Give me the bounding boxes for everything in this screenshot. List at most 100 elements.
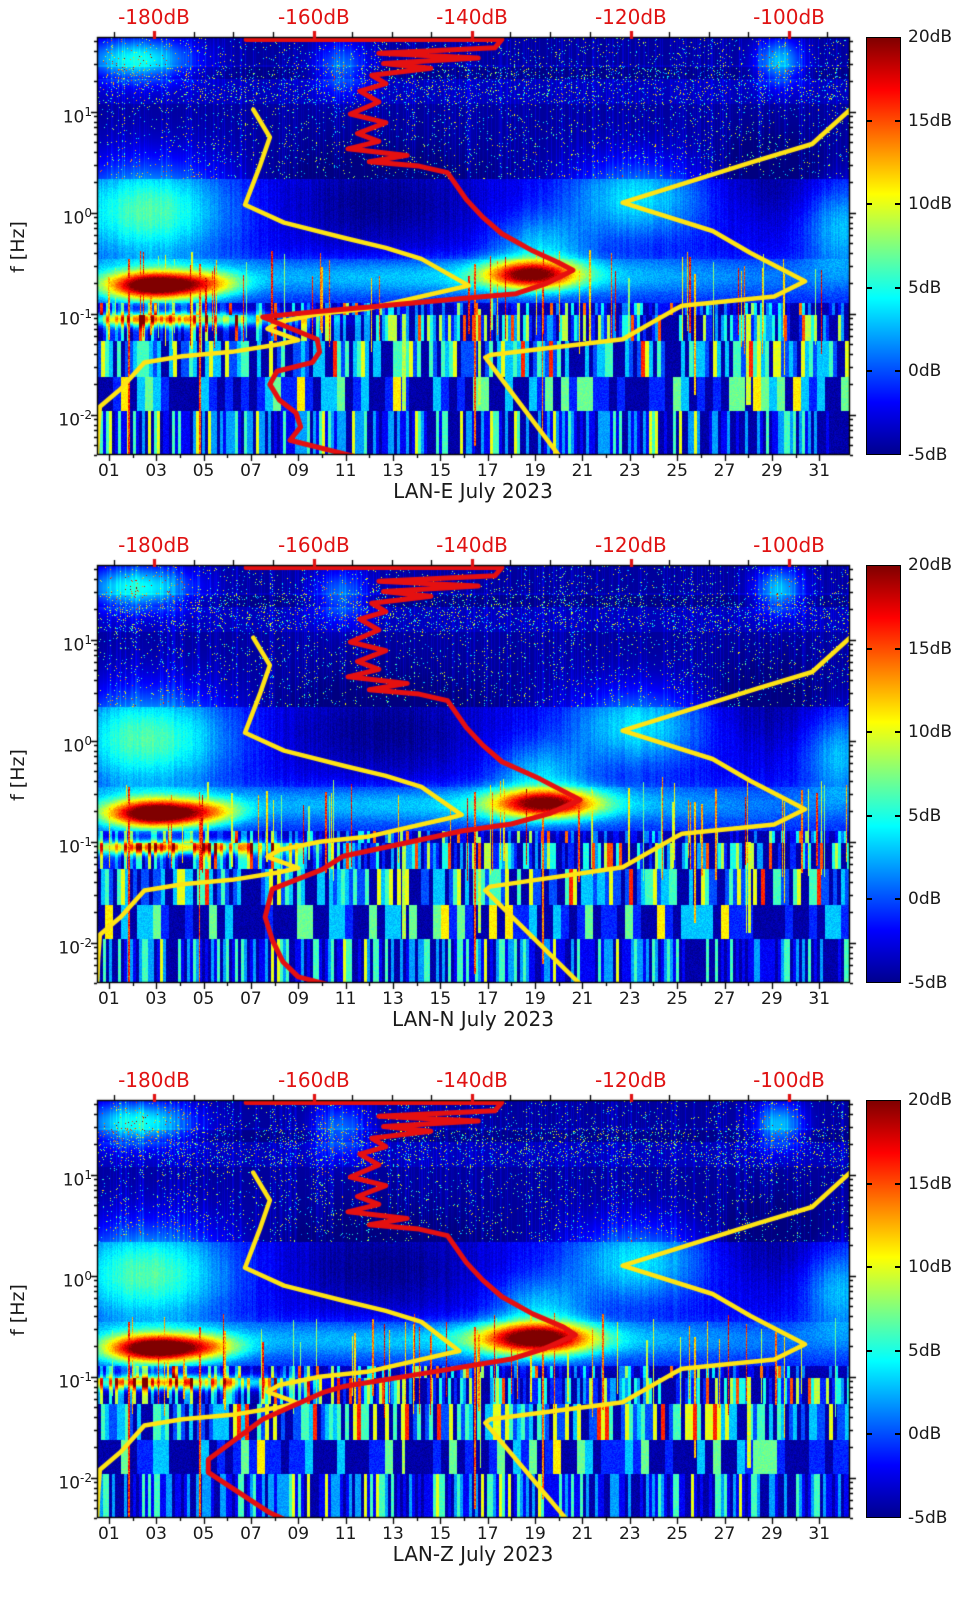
colorbar-tick-label: 20dB: [908, 555, 953, 575]
x-tick-label: 17: [476, 461, 499, 481]
colorbar-tick-label: 10dB: [908, 722, 953, 743]
top-axis-label: -100dB: [753, 5, 825, 29]
x-tick-label: 01: [98, 1524, 120, 1544]
x-tick-label: 13: [382, 989, 404, 1009]
colorbar-tick-label: 5dB: [908, 277, 942, 298]
top-axis-label: -120dB: [594, 1068, 667, 1092]
top-axis-label: -180dB: [118, 533, 190, 557]
spectrogram-canvas-lan-z: [78, 1089, 864, 1529]
x-tick-label: 25: [666, 989, 688, 1009]
colorbar-tick-mark: [895, 286, 900, 289]
x-tick-label: 07: [240, 989, 262, 1009]
x-tick-label: 09: [287, 989, 310, 1009]
colorbar-tick-mark: [867, 647, 872, 650]
x-tick-label: 09: [287, 1524, 310, 1544]
colorbar-tick-mark: [895, 647, 900, 650]
colorbar-gradient: [867, 566, 900, 982]
colorbar-tick-mark: [895, 1266, 900, 1269]
x-tick-label: 27: [713, 989, 736, 1009]
y-tick-label: 10-1: [58, 1369, 92, 1393]
x-tick-label: 01: [98, 989, 120, 1009]
colorbar-tick-label: 0dB: [908, 361, 942, 382]
colorbar-tick-mark: [867, 1182, 872, 1185]
colorbar-tick-mark: [867, 286, 872, 289]
colorbar-tick-mark: [867, 731, 872, 734]
x-tick-label: 11: [334, 989, 357, 1009]
colorbar-tick-mark: [895, 370, 900, 373]
top-axis-label: -100dB: [753, 533, 825, 557]
x-tick-label: 29: [761, 989, 783, 1009]
x-tick-label: 03: [145, 1524, 167, 1544]
x-tick-label: 03: [145, 461, 167, 481]
x-tick-label: 05: [192, 1524, 215, 1544]
y-axis-label: f [Hz]: [7, 1284, 29, 1336]
y-tick-label: 101: [62, 1167, 92, 1191]
x-tick-label: 09: [287, 461, 310, 481]
x-tick-label: 05: [192, 989, 215, 1009]
x-tick-label: 19: [524, 461, 546, 481]
x-tick-label: 31: [808, 461, 831, 481]
x-tick-label: 11: [334, 461, 357, 481]
x-tick-label: 23: [618, 989, 641, 1009]
panel-title-lan-e: LAN-E July 2023: [393, 479, 553, 503]
x-tick-label: 13: [382, 1524, 404, 1544]
panel-lan-e: f [Hz] LAN-E July 2023 -180dB -160dB -140d…: [0, 0, 962, 536]
colorbar-tick-label: 0dB: [908, 889, 942, 910]
x-tick-label: 25: [666, 461, 688, 481]
y-tick-label: 100: [62, 205, 92, 229]
x-tick-label: 17: [476, 1524, 499, 1544]
colorbar-tick-mark: [867, 1266, 872, 1269]
top-axis-label: -160dB: [277, 1068, 350, 1092]
colorbar-tick-label: -5dB: [908, 445, 948, 465]
y-tick-label: 10-2: [58, 1470, 92, 1494]
x-tick-label: 31: [808, 1524, 831, 1544]
top-axis-label: -160dB: [277, 5, 350, 29]
colorbar-tick-mark: [867, 1349, 872, 1352]
colorbar-tick-label: 15dB: [908, 1173, 953, 1194]
panel-title-lan-n: LAN-N July 2023: [391, 1007, 554, 1031]
y-tick-label: 10-2: [58, 407, 92, 431]
colorbar: [866, 37, 901, 455]
colorbar-tick-mark: [867, 203, 872, 206]
colorbar-tick-label: 10dB: [908, 194, 953, 215]
colorbar-tick-mark: [895, 1433, 900, 1436]
x-tick-label: 19: [524, 1524, 546, 1544]
top-axis-label: -100dB: [753, 1068, 825, 1092]
colorbar-tick-label: 20dB: [908, 27, 953, 47]
x-tick-label: 07: [240, 461, 262, 481]
spectrogram-canvas-lan-e: [78, 26, 864, 466]
colorbar-gradient: [867, 38, 900, 454]
y-tick-label: 10-1: [58, 834, 92, 858]
colorbar-tick-label: 20dB: [908, 1090, 953, 1110]
x-tick-label: 13: [382, 461, 404, 481]
colorbar-gradient: [867, 1101, 900, 1517]
x-tick-label: 07: [240, 1524, 262, 1544]
y-axis-label: f [Hz]: [7, 221, 29, 273]
colorbar-tick-label: 15dB: [908, 110, 953, 131]
colorbar: [866, 1100, 901, 1518]
x-tick-label: 29: [761, 1524, 783, 1544]
colorbar-tick-label: 15dB: [908, 638, 953, 659]
x-tick-label: 15: [429, 461, 452, 481]
colorbar-tick-label: -5dB: [908, 1508, 948, 1528]
colorbar-tick-mark: [895, 119, 900, 122]
top-axis-label: -140dB: [436, 5, 508, 29]
x-tick-label: 21: [571, 461, 594, 481]
x-tick-label: 25: [666, 1524, 688, 1544]
colorbar-tick-mark: [867, 1433, 872, 1436]
colorbar: [866, 565, 901, 983]
x-tick-label: 23: [618, 1524, 641, 1544]
panel-lan-z: f [Hz] LAN-Z July 2023 -180dB -160dB -140d…: [0, 1063, 962, 1599]
x-tick-label: 31: [808, 989, 831, 1009]
top-axis-label: -120dB: [594, 5, 667, 29]
y-tick-label: 101: [62, 632, 92, 656]
x-tick-label: 01: [98, 461, 120, 481]
top-axis-label: -140dB: [436, 1068, 508, 1092]
colorbar-tick-label: 5dB: [908, 1340, 942, 1361]
x-tick-label: 27: [713, 1524, 736, 1544]
top-axis-label: -120dB: [594, 533, 667, 557]
x-tick-label: 15: [429, 989, 452, 1009]
x-tick-label: 17: [476, 989, 499, 1009]
top-axis-label: -160dB: [277, 533, 350, 557]
